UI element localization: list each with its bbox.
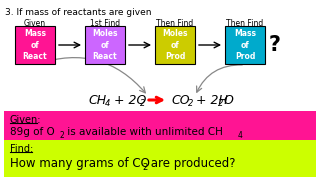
Text: ?: ?: [269, 35, 281, 55]
Text: 1st Find: 1st Find: [90, 19, 120, 28]
Text: 89g of O: 89g of O: [10, 127, 55, 137]
Text: O: O: [223, 93, 233, 107]
Text: Mass
of
Prod: Mass of Prod: [234, 29, 256, 61]
FancyBboxPatch shape: [155, 26, 195, 64]
Text: Moles
of
React: Moles of React: [92, 29, 118, 61]
Text: Moles
of
Prod: Moles of Prod: [162, 29, 188, 61]
Text: 2: 2: [218, 98, 223, 107]
FancyBboxPatch shape: [4, 111, 316, 140]
Text: Then Find: Then Find: [156, 19, 194, 28]
Text: CH: CH: [88, 93, 106, 107]
Text: + 2O: + 2O: [110, 93, 146, 107]
Text: are produced?: are produced?: [147, 158, 236, 170]
Text: 2: 2: [188, 98, 193, 107]
Text: + 2H: + 2H: [192, 93, 228, 107]
Text: is available with unlimited CH: is available with unlimited CH: [64, 127, 223, 137]
Text: 3. If mass of reactants are given: 3. If mass of reactants are given: [5, 8, 151, 17]
Text: 2: 2: [140, 98, 145, 107]
Text: How many grams of CO: How many grams of CO: [10, 158, 150, 170]
FancyBboxPatch shape: [225, 26, 265, 64]
Text: 4: 4: [105, 98, 110, 107]
Text: Find:: Find:: [10, 144, 33, 154]
Text: 4: 4: [238, 130, 243, 140]
Text: Given: Given: [24, 19, 46, 28]
Text: 2: 2: [59, 130, 64, 140]
Text: Then Find: Then Find: [226, 19, 264, 28]
FancyBboxPatch shape: [85, 26, 125, 64]
Text: Mass
of
React: Mass of React: [23, 29, 47, 61]
Text: Given:: Given:: [10, 115, 42, 125]
Text: 2: 2: [142, 163, 147, 172]
Text: CO: CO: [171, 93, 190, 107]
FancyBboxPatch shape: [15, 26, 55, 64]
FancyBboxPatch shape: [4, 140, 316, 177]
